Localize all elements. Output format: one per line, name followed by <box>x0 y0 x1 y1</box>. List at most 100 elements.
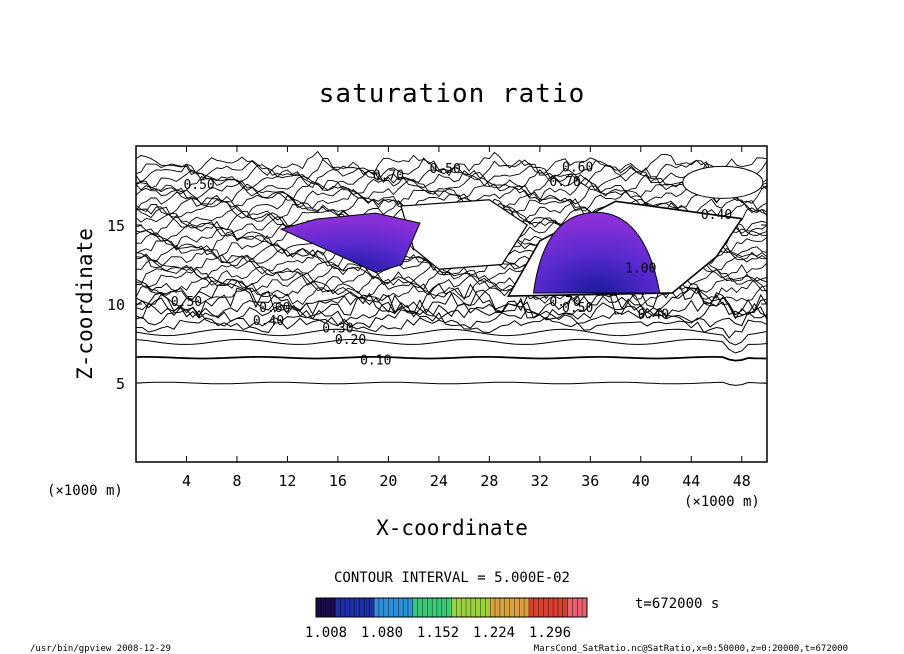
contour-line <box>135 293 768 321</box>
colorbar-cell <box>320 598 327 617</box>
contour-line <box>135 171 768 198</box>
y-axis-label: Z-coordinate <box>73 228 97 380</box>
colorbar-tick-label: 1.224 <box>473 625 515 641</box>
colorbar-cell <box>557 598 564 617</box>
colorbar-cell <box>340 598 346 617</box>
colorbar-cell <box>345 598 351 617</box>
contour-label: 0.60 <box>562 161 593 176</box>
colorbar-cell <box>417 598 423 617</box>
plot-frame <box>135 145 768 463</box>
x-tick-label: 20 <box>379 472 397 490</box>
supersaturated-regions <box>279 211 661 294</box>
colorbar-labels: 1.008 1.080 1.152 1.224 1.296 <box>305 625 571 641</box>
x-tick-label: 40 <box>632 472 650 490</box>
contour-line <box>135 282 768 308</box>
contour-label: 0.40 <box>701 208 732 223</box>
x-tick-label: 12 <box>278 472 296 490</box>
footer-right: MarsCond_SatRatio.nc@SatRatio,x=0:50000,… <box>534 644 848 654</box>
contour-line <box>135 287 768 319</box>
x-tick-label: 48 <box>733 472 751 490</box>
colorbar-cell <box>374 598 380 617</box>
colorbar-cell <box>519 598 525 617</box>
colorbar-cell <box>548 598 554 617</box>
contour-line <box>135 150 768 177</box>
contour-line <box>135 167 768 191</box>
colorbar-cell <box>533 598 540 617</box>
y-tick-label: 15 <box>107 217 125 235</box>
colorbar-cell <box>456 598 462 617</box>
colorbar-cell <box>422 598 428 617</box>
colorbar-cell <box>562 598 569 617</box>
colorbar-cell <box>403 598 409 617</box>
supersaturated-region <box>532 211 661 294</box>
contour-interval: CONTOUR INTERVAL = 5.000E-02 <box>334 570 570 586</box>
supersaturated-region <box>279 212 421 274</box>
contour-label: 0.70 <box>549 295 580 310</box>
contour-label: 1.00 <box>625 262 656 277</box>
blank-region <box>682 165 764 199</box>
colorbar-cell <box>330 598 336 617</box>
colorbar-cell <box>441 598 448 617</box>
x-unit-label: (×1000 m) <box>684 494 760 510</box>
colorbar-tick-label: 1.008 <box>305 625 347 641</box>
colorbar-cell <box>325 598 332 617</box>
colorbar-cell <box>398 598 404 617</box>
contour-label: 0.60 <box>259 301 290 316</box>
colorbar-cell <box>470 598 477 617</box>
colorbar-cell <box>582 598 588 617</box>
contour-line <box>135 338 768 354</box>
colorbar-cell <box>349 598 356 617</box>
colorbar-cell <box>383 598 390 617</box>
colorbar-cell <box>354 598 361 617</box>
chart-title: saturation ratio <box>319 79 585 109</box>
x-tick-label: 24 <box>430 472 448 490</box>
x-axis-ticks: 4 8 12 16 20 24 28 32 36 40 44 48 <box>182 146 751 490</box>
colorbar-cell <box>524 598 530 617</box>
colorbar-cell <box>567 598 573 617</box>
contour-label: 0.10 <box>360 353 391 368</box>
colorbar-cell <box>490 598 496 617</box>
y-tick-label: 10 <box>107 296 125 314</box>
colorbar-cell <box>427 598 433 617</box>
colorbar-cell <box>495 598 501 617</box>
contour-label: 0.70 <box>549 175 580 190</box>
colorbar-cell <box>538 598 544 617</box>
contour-label: 0.30 <box>322 322 353 337</box>
x-tick-label: 32 <box>531 472 549 490</box>
colorbar-cell <box>499 598 506 617</box>
colorbar-cell <box>577 598 583 617</box>
contour-label: 0.50 <box>171 295 202 310</box>
colorbar-tick-label: 1.080 <box>361 625 403 641</box>
colorbar-tick-label: 1.152 <box>417 625 459 641</box>
colorbar-cell <box>446 598 452 617</box>
colorbar-cell <box>407 598 414 617</box>
colorbar-cell <box>475 598 482 617</box>
colorbar-cell <box>335 598 341 617</box>
colorbar-cell <box>436 598 443 617</box>
contour-line <box>135 381 768 386</box>
contour-line <box>135 183 768 209</box>
colorbar-cell <box>485 598 491 617</box>
colorbar <box>315 597 588 618</box>
colorbar-cell <box>509 598 515 617</box>
x-tick-label: 16 <box>329 472 347 490</box>
colorbar-cell <box>393 598 399 617</box>
colorbar-cell <box>432 598 438 617</box>
colorbar-cell <box>466 598 472 617</box>
contour-line <box>136 316 768 339</box>
colorbar-cell <box>316 598 322 617</box>
x-tick-label: 28 <box>480 472 498 490</box>
contour-line <box>135 300 768 324</box>
colorbar-cell <box>451 598 457 617</box>
contour-label: 0.50 <box>562 301 593 316</box>
colorbar-cell <box>364 598 370 617</box>
colorbar-tick-label: 1.296 <box>529 625 571 641</box>
colorbar-cell <box>388 598 394 617</box>
colorbar-cell <box>378 598 385 617</box>
colorbar-cell <box>369 598 375 617</box>
x-tick-label: 8 <box>232 472 241 490</box>
x-tick-label: 44 <box>682 472 700 490</box>
y-tick-label: 5 <box>116 375 125 393</box>
plot-area: 0.100.200.300.400.50 0.600.70 0.50 0.600.70… <box>135 145 768 463</box>
contour-label: 0.70 <box>373 168 404 183</box>
